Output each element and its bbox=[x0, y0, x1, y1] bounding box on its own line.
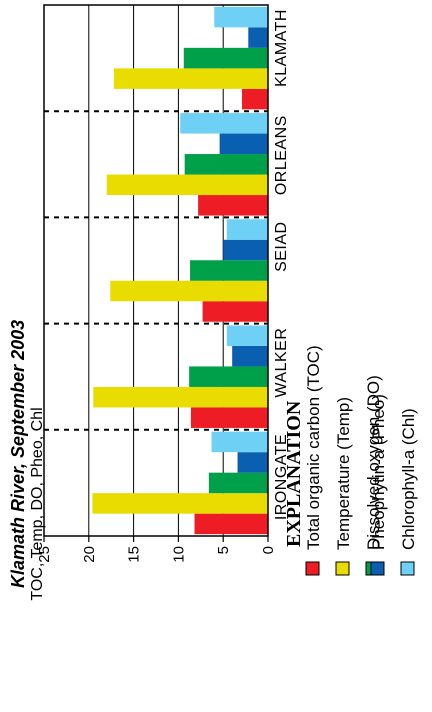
category-label-irongate: IRONGATE bbox=[273, 434, 290, 520]
bar-walker-4 bbox=[226, 325, 268, 346]
legend-label-0: Total organic carbon (TOC) bbox=[304, 345, 323, 550]
category-label-seiad: SEIAD bbox=[273, 221, 290, 272]
legend-label-2: Dissolved oxygen (DO) bbox=[364, 375, 383, 550]
bar-seiad-0 bbox=[202, 301, 268, 322]
bar-walker-2 bbox=[189, 366, 268, 387]
legend-label-3: Pheophytin-a (Pheo) bbox=[369, 394, 388, 550]
plot-frame bbox=[43, 4, 269, 537]
bar-irongate-4 bbox=[211, 431, 268, 453]
bar-orleans-4 bbox=[180, 113, 268, 134]
legend-title: EXPLANATION bbox=[283, 400, 305, 547]
category-label-klamath: KLAMATH bbox=[273, 9, 290, 87]
bar-irongate-1 bbox=[92, 493, 268, 514]
legend-label-4: Chlorophyll-a (Chl) bbox=[399, 408, 418, 550]
bar-irongate-3 bbox=[237, 452, 268, 473]
bar-walker-1 bbox=[93, 386, 268, 408]
plot-area: 0 5 10 15 20 25 IRONGATE WALKER SEIAD ORLEANS KLAM… bbox=[36, 4, 290, 563]
bar-klamath-3 bbox=[248, 27, 268, 48]
legend-swatch-3 bbox=[370, 561, 385, 576]
bar-orleans-0 bbox=[198, 195, 268, 216]
y-tick-label-20: 20 bbox=[81, 546, 98, 563]
y-tick-label-25: 25 bbox=[36, 546, 53, 563]
chart-title: Klamath River, September 2003 bbox=[8, 320, 28, 588]
bar-orleans-3 bbox=[219, 133, 268, 155]
bar-irongate-2 bbox=[208, 472, 268, 494]
category-label-walker: WALKER bbox=[273, 328, 290, 398]
bar-seiad-2 bbox=[190, 260, 268, 281]
bar-orleans-2 bbox=[184, 154, 268, 175]
legend: EXPLANATION Total organic carbon (TOC) Tem… bbox=[283, 345, 418, 576]
y-tick-label-10: 10 bbox=[170, 546, 187, 563]
bar-seiad-1 bbox=[110, 280, 268, 302]
bar-walker-0 bbox=[190, 407, 268, 428]
bar-seiad-3 bbox=[223, 239, 268, 261]
legend-label-1: Temperature (Temp) bbox=[334, 397, 353, 550]
category-label-orleans: ORLEANS bbox=[273, 115, 290, 195]
bar-seiad-4 bbox=[226, 219, 268, 240]
bar-irongate-0 bbox=[194, 513, 268, 535]
bar-klamath-4 bbox=[214, 6, 268, 28]
bar-walker-3 bbox=[232, 345, 268, 367]
bar-klamath-2 bbox=[183, 47, 268, 69]
y-tick-label-5: 5 bbox=[215, 546, 232, 554]
legend-swatch-4 bbox=[400, 561, 415, 576]
legend-swatch-1 bbox=[335, 561, 350, 576]
y-tick-label-15: 15 bbox=[126, 546, 143, 563]
bar-klamath-1 bbox=[113, 68, 268, 89]
bar-orleans-1 bbox=[106, 174, 268, 196]
legend-swatch-0 bbox=[305, 561, 320, 576]
bar-klamath-0 bbox=[242, 88, 268, 110]
y-axis-label: TOC, Temp, DO, Pheo, Chl bbox=[29, 407, 46, 600]
y-tick-label-0: 0 bbox=[260, 546, 277, 554]
